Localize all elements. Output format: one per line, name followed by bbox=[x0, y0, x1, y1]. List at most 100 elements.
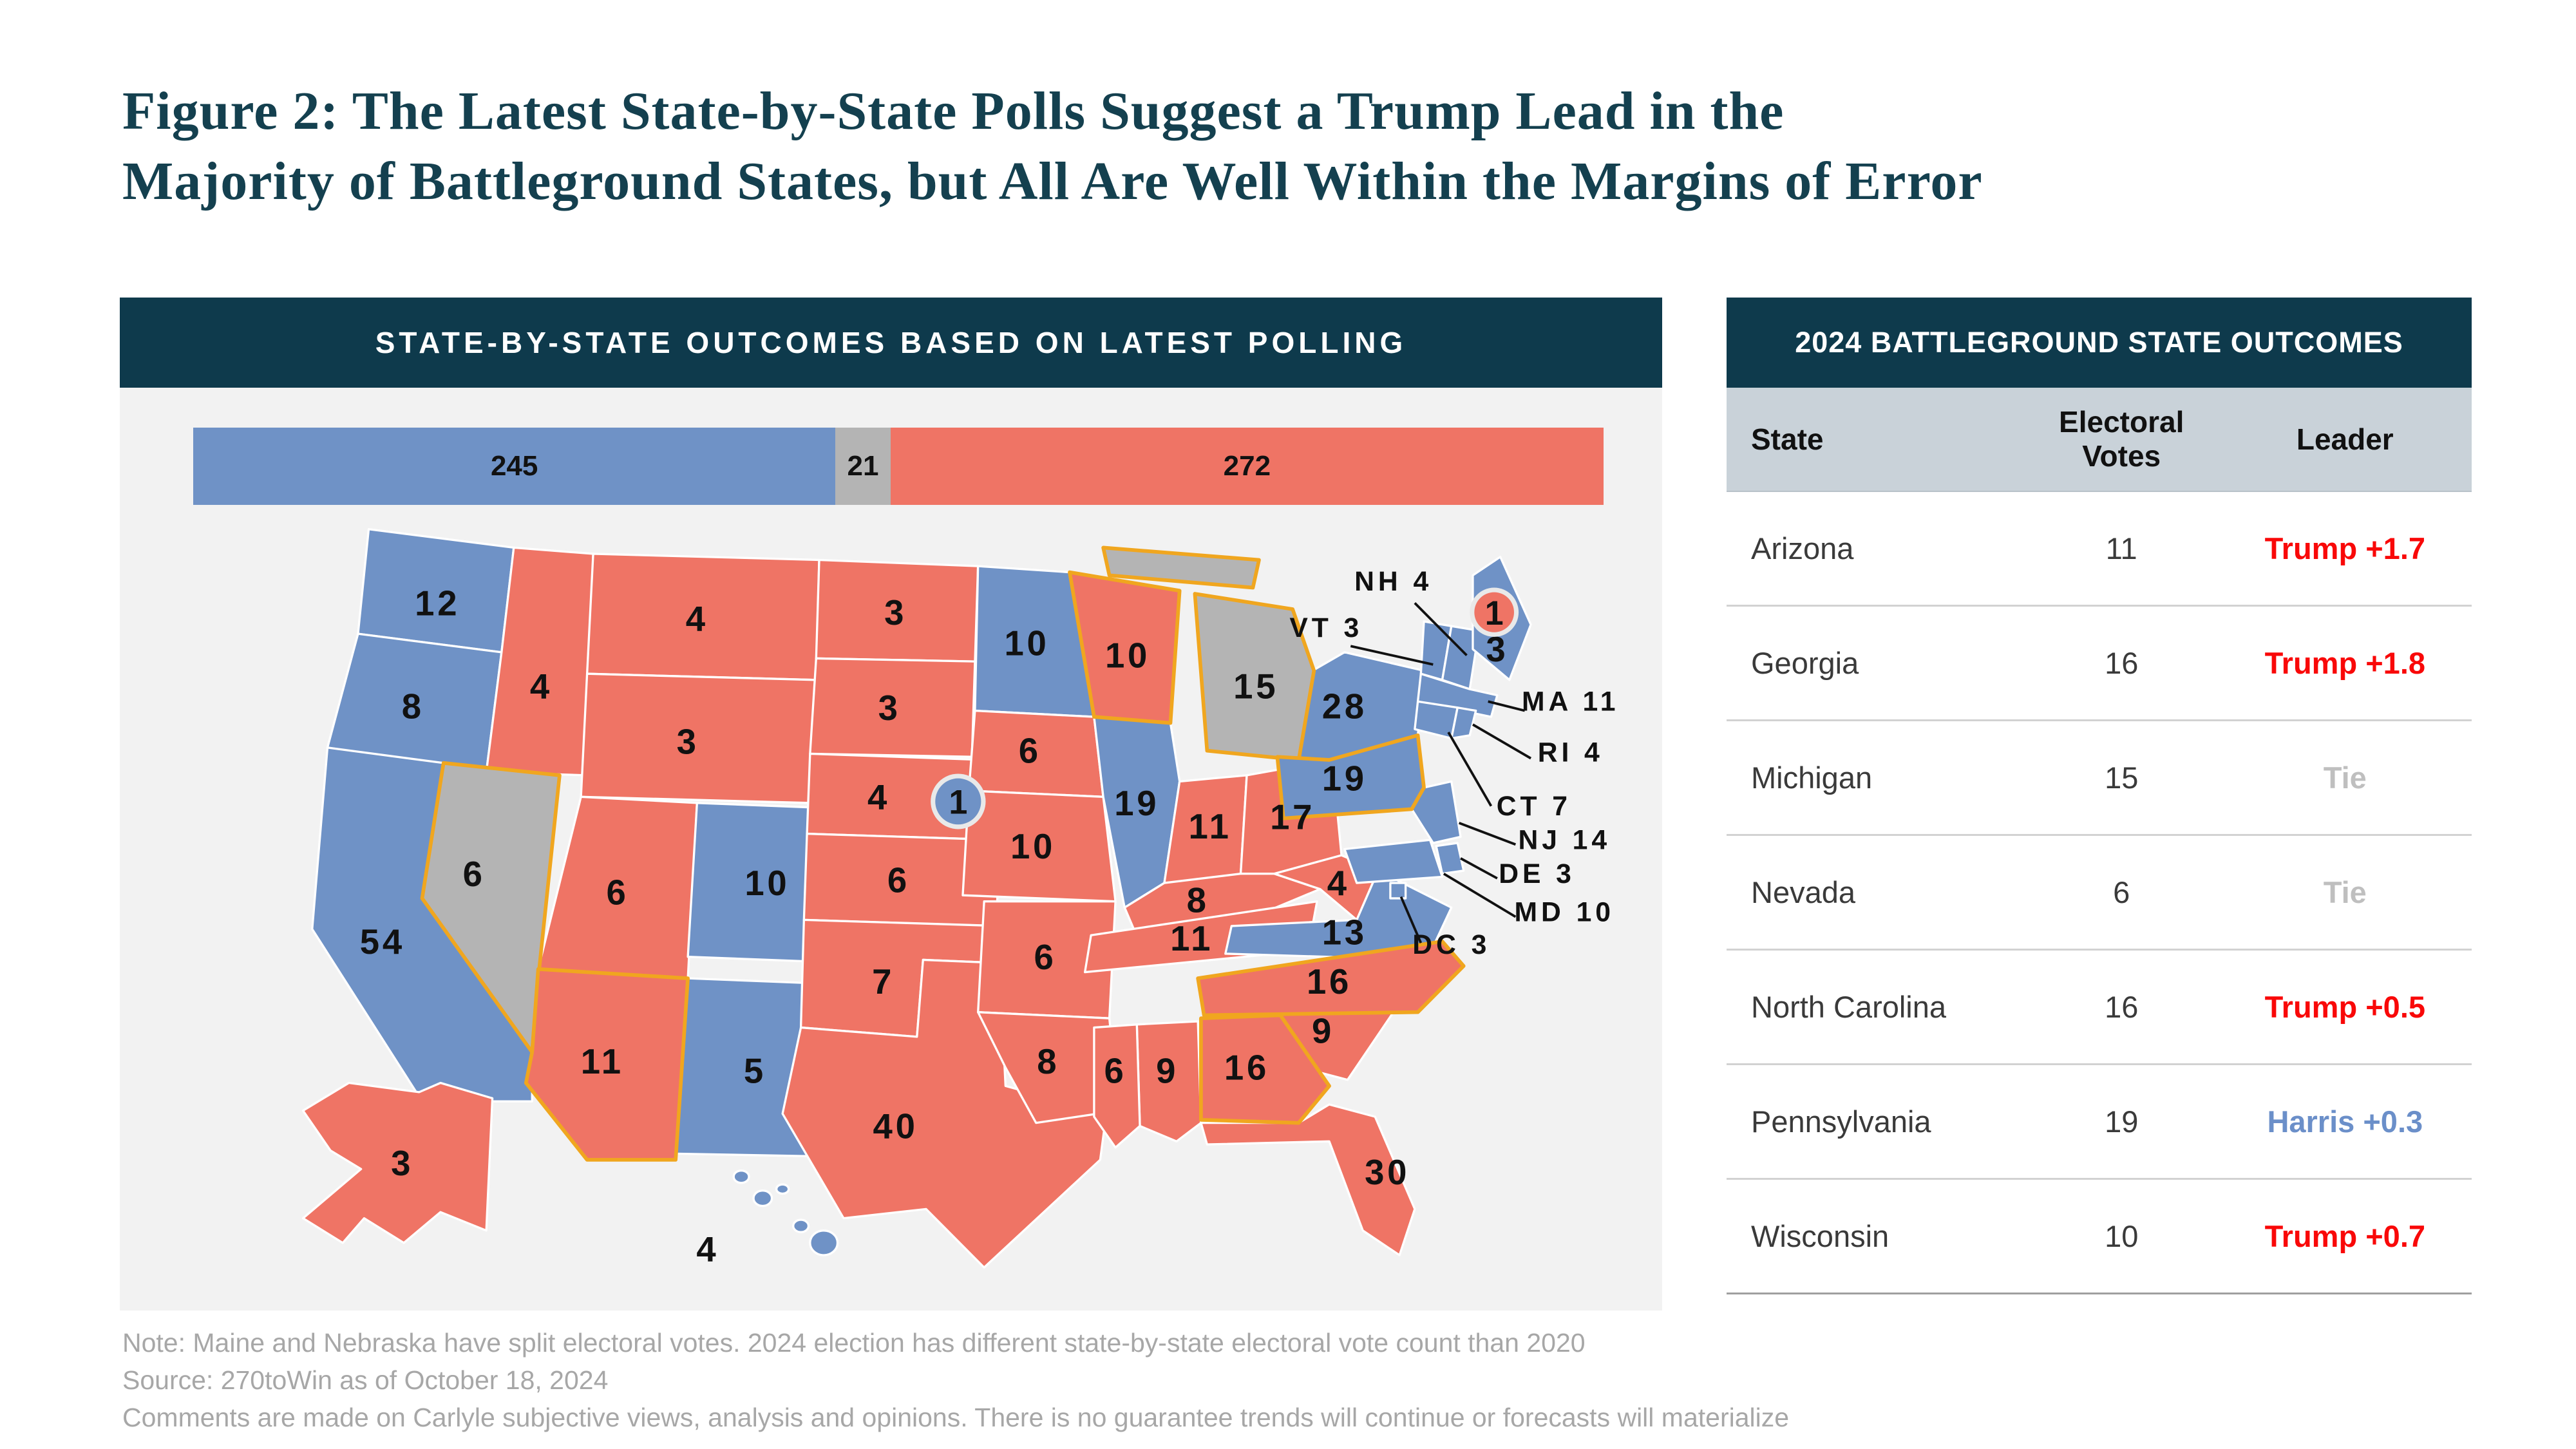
state-MI bbox=[1193, 592, 1316, 762]
footnote-note: Note: Maine and Nebraska have split elec… bbox=[122, 1328, 1586, 1358]
battleground-table-panel: 2024 BATTLEGROUND STATE OUTCOMES State E… bbox=[1727, 298, 2472, 1294]
state-ev-label-WV: 4 bbox=[1327, 863, 1350, 903]
state-ev-label-HI: 4 bbox=[696, 1229, 719, 1269]
state-ev-label-KY: 8 bbox=[1187, 880, 1209, 920]
column-leader: Leader bbox=[2296, 422, 2394, 456]
state-MA bbox=[1416, 672, 1499, 718]
state-ev-label-OK: 7 bbox=[872, 961, 895, 1001]
callout-line-NH bbox=[1414, 602, 1468, 656]
cell-electoral-votes: 16 bbox=[2105, 990, 2139, 1024]
trump-ev-total: 272 bbox=[1223, 450, 1271, 482]
state-WI bbox=[1068, 570, 1182, 725]
state-ev-label-IL: 19 bbox=[1114, 783, 1159, 823]
state-ev-label-KS: 6 bbox=[887, 860, 910, 900]
table-row: Nevada 6 Tie bbox=[1727, 836, 2472, 951]
cell-leader: Trump +1.7 bbox=[2264, 531, 2426, 565]
callout-label-VT: VT 3 bbox=[1289, 612, 1363, 643]
callout-label-NJ: NJ 14 bbox=[1518, 824, 1611, 855]
callout-line-RI bbox=[1472, 723, 1532, 760]
state-CT bbox=[1414, 700, 1459, 740]
figure-title: Figure 2: The Latest State-by-State Poll… bbox=[122, 76, 2492, 216]
state-ev-label-MI: 15 bbox=[1233, 666, 1278, 706]
state-MI-up bbox=[1101, 545, 1261, 590]
state-ev-label-CO: 10 bbox=[744, 863, 790, 903]
table-column-header: State Electoral Votes Leader bbox=[1727, 388, 2472, 492]
map-panel: STATE-BY-STATE OUTCOMES BASED ON LATEST … bbox=[120, 298, 1662, 1311]
state-ev-label-WY: 3 bbox=[677, 721, 699, 761]
table-row: Wisconsin 10 Trump +0.7 bbox=[1727, 1180, 2472, 1294]
state-ev-label-AK: 3 bbox=[391, 1143, 413, 1183]
harris-ev-segment: 245 bbox=[193, 428, 836, 505]
cell-leader: Trump +0.7 bbox=[2264, 1219, 2426, 1253]
table-rows: Arizona 11 Trump +1.7 Georgia 16 Trump +1.8 Mi… bbox=[1727, 492, 2472, 1294]
table-row: Georgia 16 Trump +1.8 bbox=[1727, 607, 2472, 721]
tossup-ev-segment: 21 bbox=[835, 428, 891, 505]
state-RI bbox=[1450, 706, 1477, 740]
district-ev-label-ME-2: 1 bbox=[1485, 595, 1504, 632]
district-marker-ME-2 bbox=[1474, 592, 1514, 632]
callout-line-CT bbox=[1447, 732, 1493, 807]
column-electoral-votes: Electoral Votes bbox=[2059, 405, 2184, 473]
cell-state: Wisconsin bbox=[1751, 1219, 1889, 1253]
cell-state: Arizona bbox=[1751, 531, 1854, 565]
cell-electoral-votes: 10 bbox=[2105, 1219, 2139, 1253]
state-PA bbox=[1275, 733, 1426, 820]
map-body: 12 8 54 4 4 3 6 10 5 3 3 4 6 7 40 10 6 10 6 8 19 11 17 8 11 4 13 9 9… bbox=[120, 388, 1662, 1311]
cell-leader: Harris +0.3 bbox=[2267, 1104, 2423, 1139]
column-state: State bbox=[1751, 422, 1824, 456]
state-ev-label-WA: 12 bbox=[415, 583, 460, 623]
state-ev-label-FL: 30 bbox=[1365, 1152, 1410, 1192]
callout-label-MD: MD 10 bbox=[1515, 897, 1615, 928]
cell-leader: Trump +0.5 bbox=[2264, 990, 2426, 1024]
table-row: Pennsylvania 19 Harris +0.3 bbox=[1727, 1065, 2472, 1180]
table-row: Michigan 15 Tie bbox=[1727, 721, 2472, 836]
cell-state: Nevada bbox=[1751, 875, 1855, 909]
state-MS bbox=[1093, 1023, 1141, 1149]
state-ev-label-SD: 3 bbox=[878, 688, 901, 728]
state-ev-label-AZ: 11 bbox=[581, 1041, 624, 1081]
state-FL bbox=[1200, 1103, 1416, 1256]
callout-line-DC bbox=[1399, 896, 1423, 943]
district-ev-label-NE-2: 1 bbox=[949, 784, 967, 821]
state-ev-label-MO: 10 bbox=[1010, 826, 1056, 866]
state-AZ bbox=[524, 967, 690, 1162]
footnotes: Note: Maine and Nebraska have split elec… bbox=[122, 1324, 1789, 1437]
state-DC bbox=[1389, 882, 1407, 900]
state-ev-label-PA: 19 bbox=[1322, 759, 1367, 799]
state-ev-label-LA: 8 bbox=[1037, 1041, 1059, 1081]
cell-state: Michigan bbox=[1751, 761, 1873, 795]
state-ev-label-MN: 10 bbox=[1004, 623, 1049, 663]
state-TX bbox=[781, 958, 1108, 1269]
state-ev-label-OR: 8 bbox=[402, 686, 424, 726]
state-ev-label-NM: 5 bbox=[744, 1050, 766, 1090]
electoral-vote-bar: 245 21 272 bbox=[193, 428, 1604, 505]
cell-electoral-votes: 11 bbox=[2105, 531, 2137, 565]
footnote-disclaimer: Comments are made on Carlyle subjective … bbox=[122, 1403, 1790, 1433]
state-ev-label-AL: 9 bbox=[1156, 1050, 1179, 1090]
district-marker-NE-2 bbox=[935, 778, 981, 825]
state-ev-label-WI: 10 bbox=[1105, 635, 1150, 675]
state-ev-label-NC: 16 bbox=[1307, 961, 1352, 1001]
state-GA bbox=[1199, 1013, 1331, 1125]
callout-label-MA: MA 11 bbox=[1522, 686, 1619, 717]
figure-title-line2: Majority of Battleground States, but All… bbox=[122, 151, 1983, 212]
cell-leader: Tie bbox=[2323, 875, 2367, 909]
state-ev-label-AR: 6 bbox=[1034, 937, 1056, 977]
cell-electoral-votes: 19 bbox=[2105, 1104, 2139, 1139]
state-DE bbox=[1435, 842, 1465, 875]
callout-line-MA bbox=[1488, 700, 1526, 712]
callout-label-CT: CT 7 bbox=[1497, 791, 1571, 822]
state-ev-label-NY: 28 bbox=[1322, 686, 1367, 726]
callout-line-NJ bbox=[1458, 822, 1517, 846]
state-ev-label-TN: 11 bbox=[1170, 918, 1213, 958]
callout-label-NH: NH 4 bbox=[1354, 566, 1432, 597]
cell-electoral-votes: 16 bbox=[2105, 646, 2139, 680]
callout-label-RI: RI 4 bbox=[1538, 737, 1604, 768]
table-row: North Carolina 16 Trump +0.5 bbox=[1727, 951, 2472, 1065]
state-MD bbox=[1343, 838, 1444, 884]
callout-line-MD bbox=[1443, 873, 1517, 918]
state-ev-label-ND: 3 bbox=[884, 592, 907, 632]
figure-title-line1: Figure 2: The Latest State-by-State Poll… bbox=[122, 81, 1785, 141]
callout-line-DE bbox=[1460, 857, 1498, 880]
